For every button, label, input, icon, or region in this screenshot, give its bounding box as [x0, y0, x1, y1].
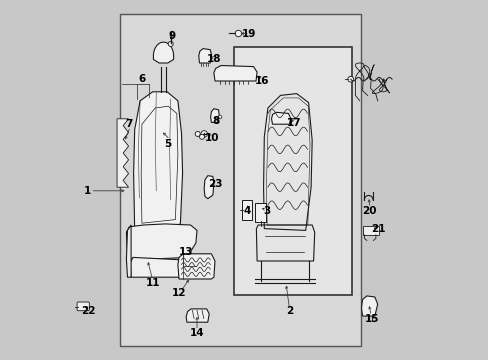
Text: 6: 6: [138, 74, 145, 84]
Text: 18: 18: [206, 54, 221, 64]
Circle shape: [201, 131, 207, 137]
Text: 14: 14: [189, 328, 204, 338]
Text: 7: 7: [124, 119, 132, 129]
Text: 23: 23: [207, 179, 222, 189]
Text: 3: 3: [263, 206, 270, 216]
Text: 12: 12: [171, 288, 186, 298]
Polygon shape: [130, 257, 192, 277]
Polygon shape: [361, 296, 377, 316]
Polygon shape: [271, 112, 290, 124]
Circle shape: [347, 76, 353, 82]
Polygon shape: [153, 42, 173, 63]
FancyBboxPatch shape: [77, 302, 89, 311]
Polygon shape: [126, 224, 197, 260]
Text: 17: 17: [286, 118, 301, 128]
Text: 2: 2: [285, 306, 292, 316]
FancyBboxPatch shape: [242, 200, 251, 220]
FancyBboxPatch shape: [120, 14, 361, 346]
Polygon shape: [204, 176, 213, 199]
Text: 19: 19: [241, 29, 256, 39]
Polygon shape: [117, 119, 128, 187]
Circle shape: [199, 134, 204, 139]
Text: 20: 20: [362, 206, 376, 216]
Circle shape: [195, 131, 200, 136]
Polygon shape: [199, 49, 211, 63]
Polygon shape: [126, 225, 131, 277]
Text: 10: 10: [204, 132, 219, 143]
FancyBboxPatch shape: [233, 47, 352, 295]
Text: 1: 1: [84, 186, 91, 196]
Circle shape: [235, 30, 241, 37]
Polygon shape: [133, 92, 182, 236]
Circle shape: [218, 115, 222, 119]
Text: 4: 4: [243, 206, 250, 216]
Text: 8: 8: [212, 116, 219, 126]
Text: 15: 15: [365, 314, 379, 324]
Text: 16: 16: [254, 76, 268, 86]
Text: 13: 13: [179, 247, 193, 257]
Text: 11: 11: [145, 278, 160, 288]
Polygon shape: [186, 309, 209, 322]
Polygon shape: [178, 254, 215, 279]
Polygon shape: [213, 66, 257, 81]
Circle shape: [168, 41, 173, 46]
Text: 9: 9: [168, 31, 175, 41]
Polygon shape: [210, 109, 219, 122]
FancyBboxPatch shape: [362, 226, 378, 235]
FancyBboxPatch shape: [255, 203, 265, 222]
Text: 5: 5: [164, 139, 171, 149]
Text: 22: 22: [81, 306, 95, 316]
Text: 21: 21: [370, 224, 385, 234]
